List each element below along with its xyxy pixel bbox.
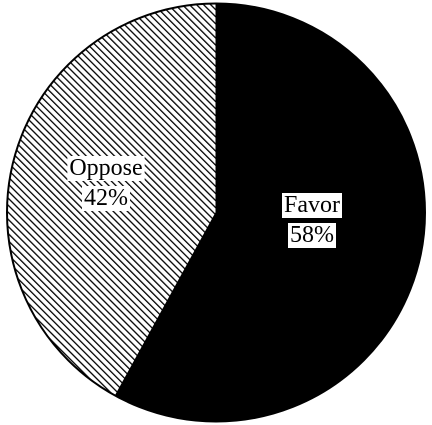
slice-name-oppose: Oppose bbox=[69, 155, 142, 181]
slice-percent-favor: 58% bbox=[290, 222, 334, 248]
slice-name-favor-box bbox=[282, 193, 342, 218]
slice-percent-oppose: 42% bbox=[84, 185, 128, 211]
slice-percent-favor-box bbox=[288, 223, 336, 248]
slice-name-oppose-box bbox=[67, 156, 145, 181]
slice-label-oppose: Oppose 42% bbox=[67, 155, 145, 211]
slice-label-favor: Favor 58% bbox=[282, 192, 342, 248]
slice-name-favor: Favor bbox=[284, 192, 340, 218]
pie-outline bbox=[6, 2, 426, 423]
slice-percent-oppose-box bbox=[82, 186, 130, 211]
